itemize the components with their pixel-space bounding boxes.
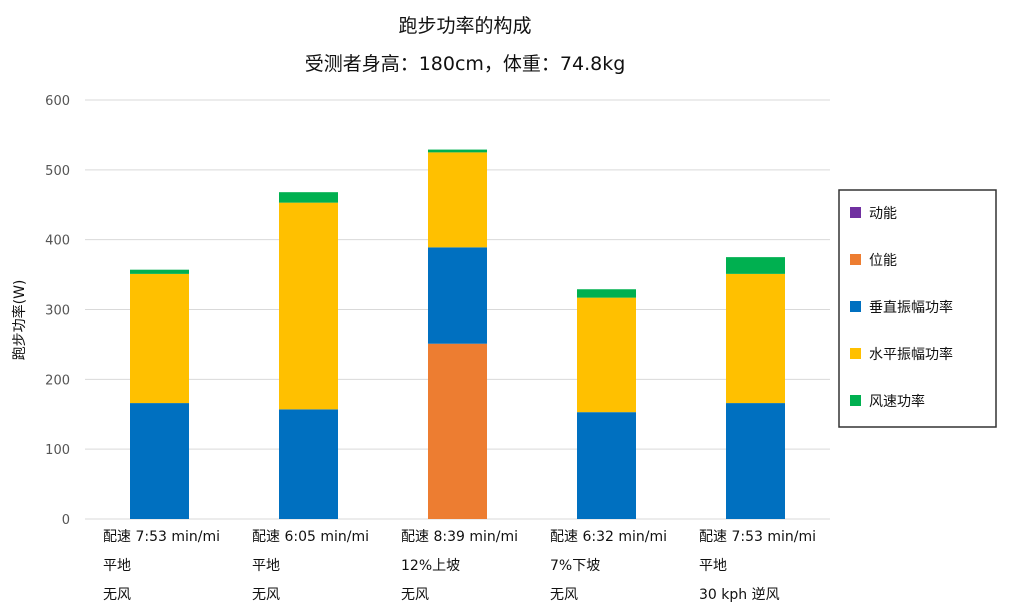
x-tick-label: 平地 (252, 558, 280, 574)
bar-segment (577, 289, 636, 298)
x-tick-label: 无风 (550, 587, 578, 603)
bar-segment (279, 202, 338, 410)
bar-segment (130, 273, 189, 404)
legend-box (838, 189, 997, 428)
bar-segment (428, 152, 487, 248)
bar-segment (577, 412, 636, 519)
legend-label: 风速功率 (869, 393, 925, 410)
legend-swatch (850, 395, 861, 406)
x-tick-label: 配速 7:53 min/mi (699, 529, 816, 545)
x-tick-label: 无风 (252, 587, 280, 603)
bar-segment (279, 192, 338, 203)
legend-swatch (850, 348, 861, 359)
legend-label: 水平振幅功率 (869, 346, 953, 363)
y-tick-label: 300 (45, 304, 70, 319)
x-tick-label: 平地 (699, 558, 727, 574)
legend-swatch (850, 301, 861, 312)
y-tick-label: 0 (62, 513, 70, 528)
legend-label: 动能 (869, 206, 897, 222)
bar-segment (428, 247, 487, 344)
x-tick-label: 配速 8:39 min/mi (401, 529, 518, 545)
x-tick-label: 12%上坡 (401, 558, 460, 574)
bar-segment (726, 403, 785, 519)
bar-segment (726, 257, 785, 274)
chart-title: 跑步功率的构成 (398, 15, 531, 37)
bar-segment (130, 403, 189, 519)
y-axis-label: 跑步功率(W) (11, 280, 28, 361)
legend-label: 位能 (869, 253, 897, 269)
legend-swatch (850, 254, 861, 265)
y-tick-label: 500 (45, 164, 70, 179)
bar-segment (428, 343, 487, 519)
y-tick-label: 200 (45, 373, 70, 388)
x-tick-label: 配速 6:05 min/mi (252, 529, 369, 545)
y-tick-label: 400 (45, 234, 70, 249)
bar-segment (577, 297, 636, 413)
y-tick-label: 600 (45, 94, 70, 109)
y-tick-label: 100 (45, 443, 70, 458)
y-axis-ticks: 0 100 200 300 400 500 600 (45, 94, 70, 528)
bar-segment (130, 269, 189, 274)
legend-label: 垂直振幅功率 (869, 299, 953, 316)
x-tick-label: 无风 (103, 587, 131, 603)
bar-segment (726, 273, 785, 404)
bar-segment (279, 409, 338, 519)
x-tick-label: 平地 (103, 558, 131, 574)
chart-subtitle: 受测者身高：180cm，体重：74.8kg (305, 53, 626, 75)
x-tick-label: 7%下坡 (550, 558, 600, 574)
bar-segment (428, 149, 487, 153)
x-tick-label: 配速 7:53 min/mi (103, 529, 220, 545)
legend-swatch (850, 207, 861, 218)
bars (130, 149, 785, 519)
x-tick-label: 无风 (401, 587, 429, 603)
x-tick-label: 30 kph 逆风 (699, 587, 780, 603)
x-tick-label: 配速 6:32 min/mi (550, 529, 667, 545)
